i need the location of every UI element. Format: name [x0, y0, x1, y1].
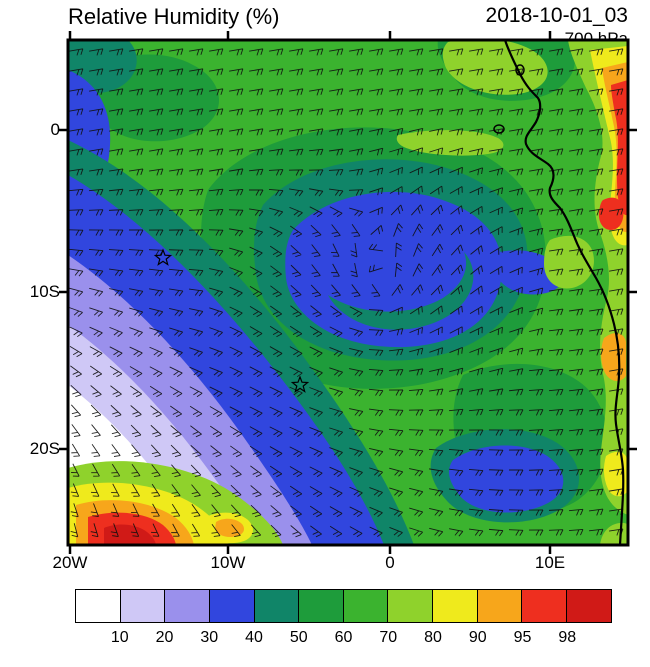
rh-field	[68, 40, 628, 545]
island-outline	[493, 124, 505, 134]
colorbar-swatch	[387, 589, 434, 623]
colorbar-tick-label: 90	[468, 629, 487, 646]
colorbar-swatch	[298, 589, 345, 623]
colorbar-tick-label: 95	[513, 629, 532, 646]
colorbar-swatch	[208, 589, 256, 623]
lat-label: 10S	[29, 282, 60, 301]
star-marker	[290, 375, 310, 393]
colorbar-tick-label: 40	[245, 629, 263, 646]
lon-label: 10E	[534, 553, 566, 572]
colorbar-tick-label: 98	[558, 629, 577, 646]
lat-label: 20S	[29, 439, 60, 458]
colorbar-labels: 10 20 30 40 50 60 70 80 90 95 98	[75, 629, 612, 649]
map-plot	[59, 31, 637, 554]
colorbar-swatch	[119, 589, 166, 623]
colorbar-swatch	[565, 589, 613, 623]
valid-datetime: 2018-10-01_03	[485, 4, 628, 27]
star-marker	[153, 248, 173, 266]
colorbar-swatch	[432, 589, 479, 623]
chart-title: Relative Humidity (%)	[68, 4, 280, 29]
island-outline	[515, 64, 525, 76]
colorbar-swatch	[476, 589, 523, 623]
lon-label: 0	[385, 553, 395, 572]
colorbar-tick-label: 10	[110, 629, 129, 646]
colorbar-swatch	[164, 589, 211, 623]
colorbar-tick-label: 20	[155, 629, 174, 646]
colorbar-tick-label: 50	[289, 629, 308, 646]
colorbar-swatch	[253, 589, 300, 623]
colorbar-swatch	[75, 589, 122, 623]
colorbar-tick-label: 80	[424, 629, 442, 646]
map-frame	[66, 38, 630, 547]
colorbar-tick-label: 70	[379, 629, 398, 646]
colorbar-swatch	[342, 589, 389, 623]
colorbar	[75, 589, 613, 623]
colorbar-swatch	[521, 589, 568, 623]
colorbar-tick-label: 30	[200, 629, 219, 646]
lon-label: 20W	[52, 553, 88, 572]
colorbar-tick-label: 60	[334, 629, 353, 646]
coastline	[503, 40, 625, 545]
lon-label: 10W	[210, 553, 246, 572]
lat-label: 0	[50, 120, 60, 139]
